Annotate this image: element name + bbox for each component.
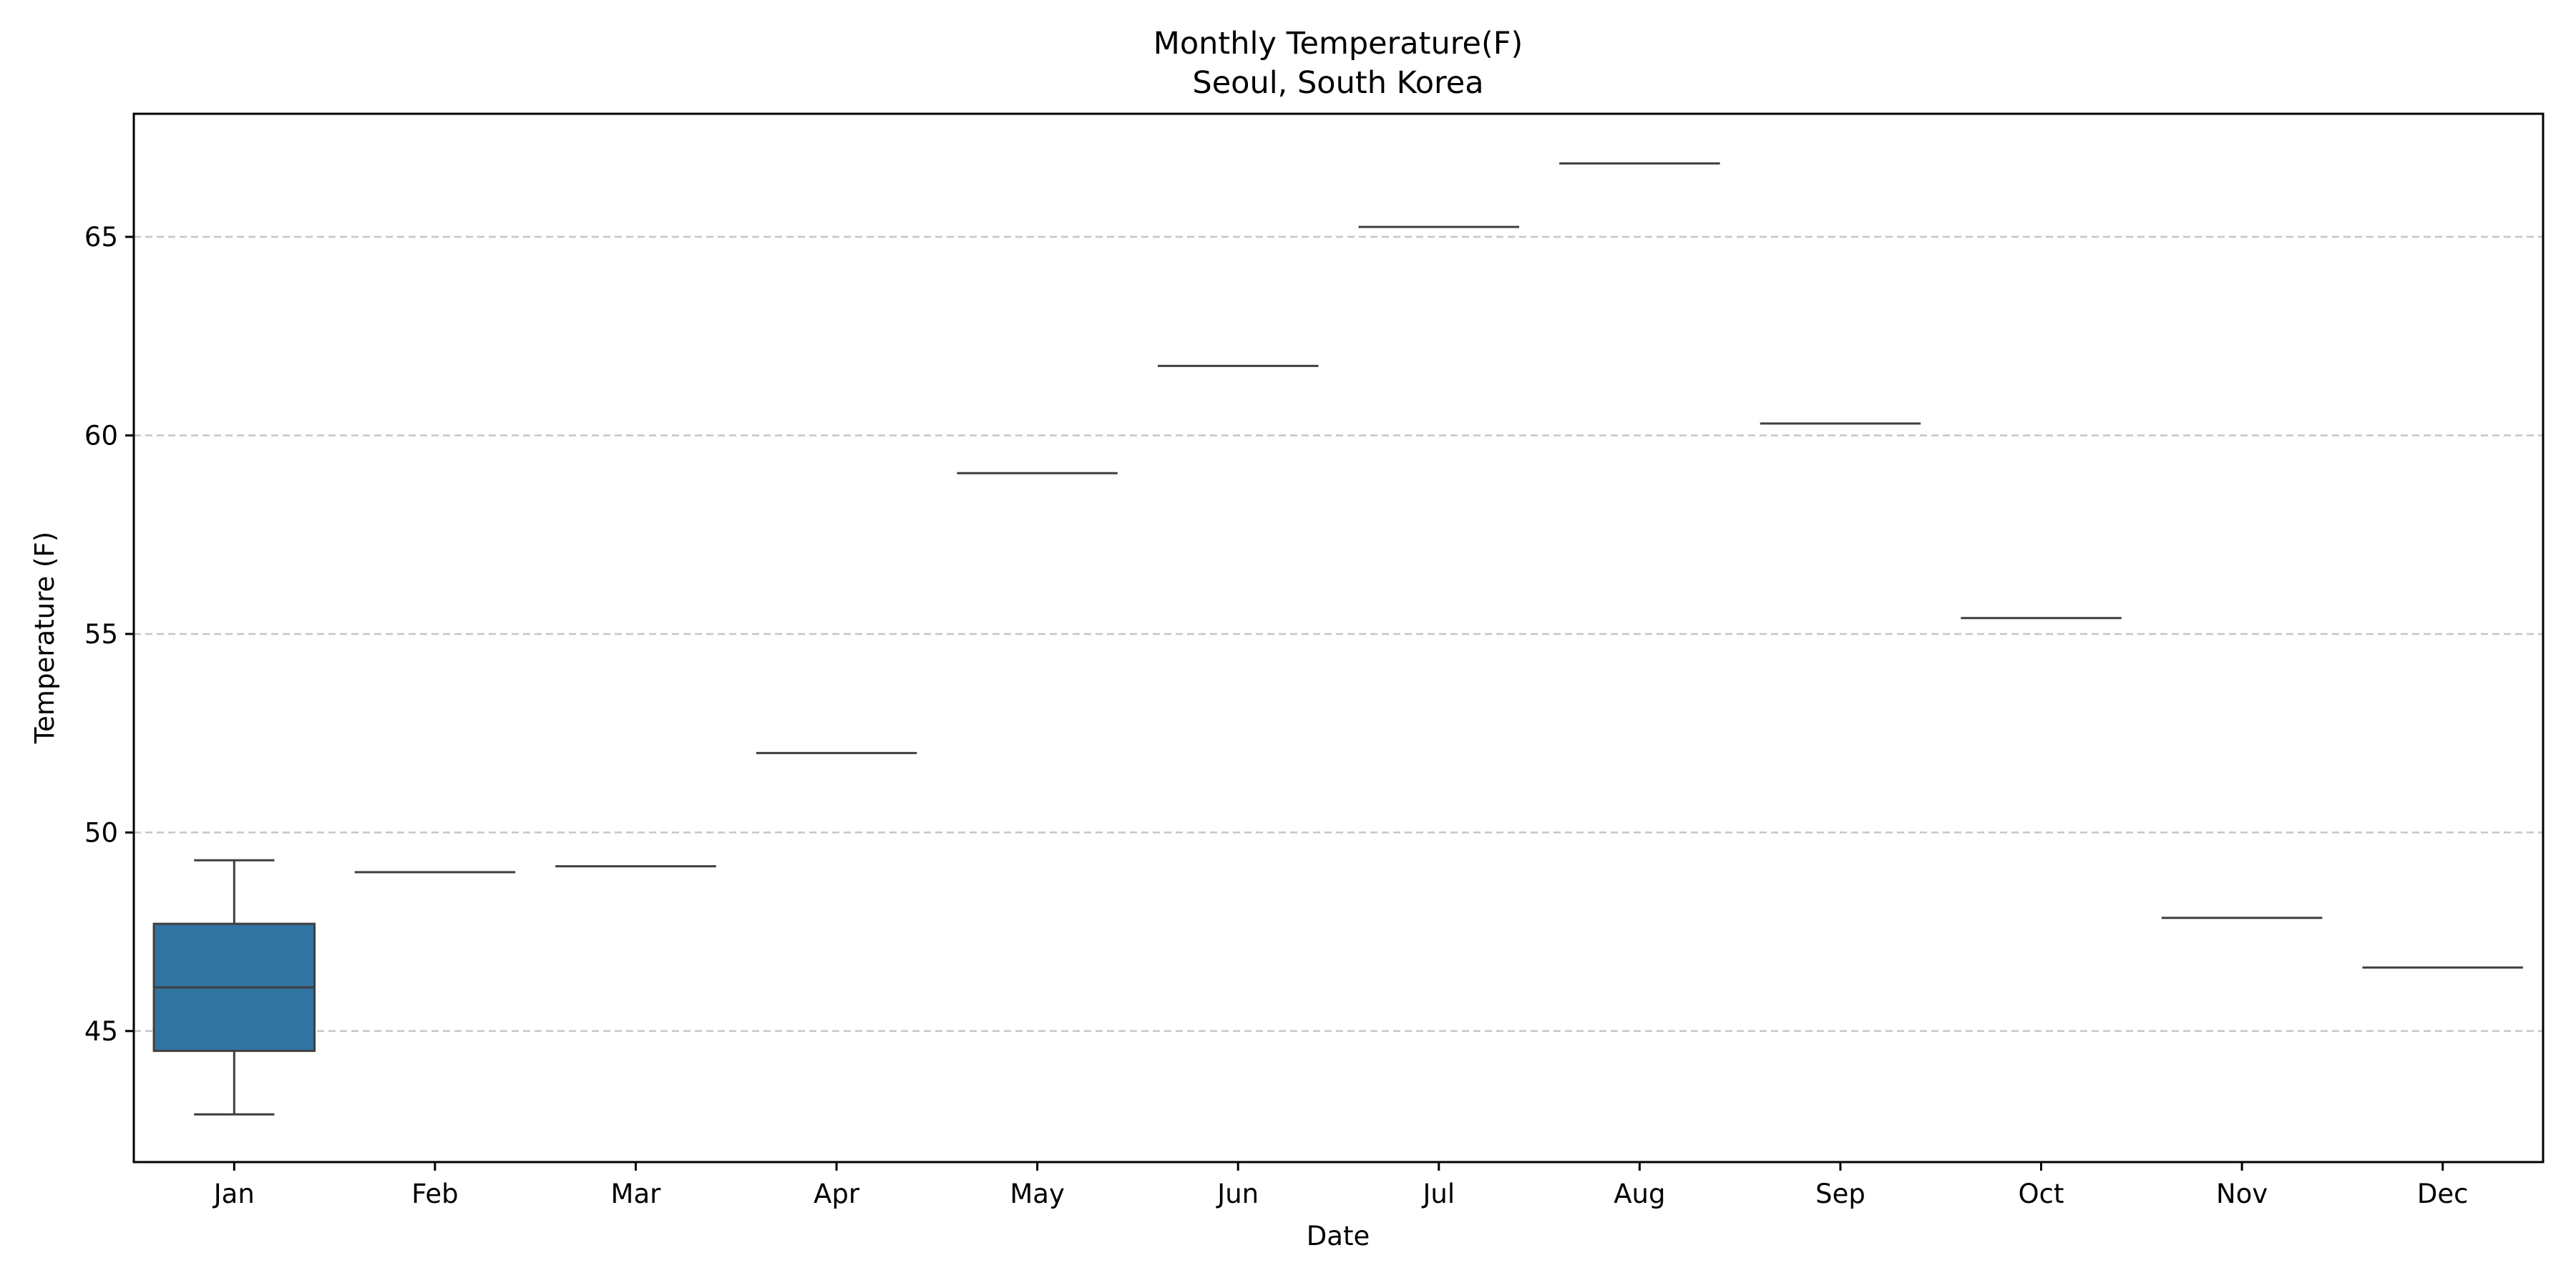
x-tick-label: Nov bbox=[2216, 1179, 2268, 1209]
grid-lines bbox=[134, 235, 2543, 1033]
axis-ticks: 45 50 55 60 65 Jan Feb Mar Apr May Jun Jul Aug Sep Oct… bbox=[84, 222, 2469, 1209]
x-tick-label: Apr bbox=[814, 1179, 860, 1209]
y-axis-label: Temperature (F) bbox=[29, 532, 60, 744]
x-tick-label: Dec bbox=[2417, 1179, 2469, 1209]
chart-title: Monthly Temperature(F) bbox=[1153, 26, 1523, 62]
box-marks bbox=[152, 162, 2523, 1116]
chart-subtitle: Seoul, South Korea bbox=[1192, 65, 1483, 101]
y-tick-label: 50 bbox=[84, 817, 118, 848]
x-tick-label: Mar bbox=[611, 1179, 662, 1209]
x-tick-label: Feb bbox=[411, 1179, 459, 1209]
plot-frame bbox=[132, 112, 2545, 1163]
x-tick-label: May bbox=[1010, 1179, 1065, 1209]
y-tick-label: 65 bbox=[84, 222, 118, 253]
x-tick-label: Jan bbox=[213, 1179, 255, 1209]
y-tick-label: 60 bbox=[84, 420, 118, 451]
x-tick-label: Sep bbox=[1815, 1179, 1865, 1209]
x-tick-label: Jun bbox=[1216, 1179, 1259, 1209]
y-tick-label: 55 bbox=[84, 619, 118, 650]
x-tick-label: Aug bbox=[1614, 1179, 1665, 1209]
y-tick-label: 45 bbox=[84, 1016, 118, 1047]
x-tick-label: Jul bbox=[1421, 1179, 1455, 1209]
x-tick-label: Oct bbox=[2019, 1179, 2064, 1209]
box-jan bbox=[152, 859, 316, 1116]
x-axis-label: Date bbox=[1307, 1221, 1370, 1252]
